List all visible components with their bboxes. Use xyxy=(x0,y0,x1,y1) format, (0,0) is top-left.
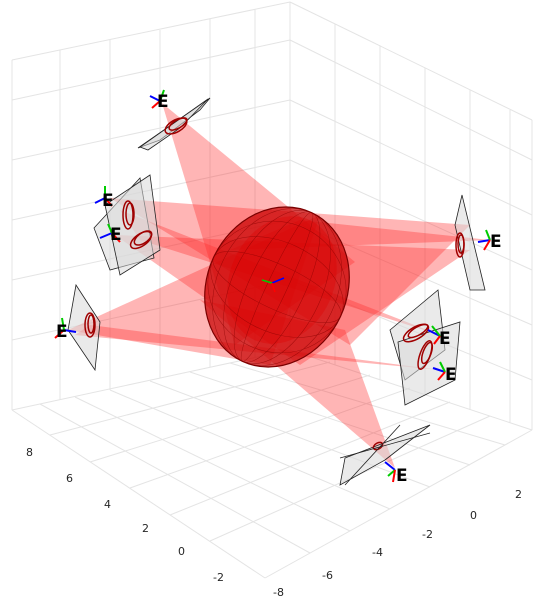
camera-label: E xyxy=(396,466,408,486)
camera-marker[interactable]: E xyxy=(149,89,169,112)
x-tick: -8 xyxy=(273,586,284,599)
x-tick: -6 xyxy=(322,569,333,582)
camera-marker[interactable]: E xyxy=(94,186,114,211)
image-plane-right-lower-2 xyxy=(397,321,461,406)
y-tick: 2 xyxy=(142,522,149,535)
camera-label: E xyxy=(56,322,68,342)
camera-marker[interactable]: E xyxy=(54,317,77,342)
x-tick: 2 xyxy=(515,488,522,501)
y-tick: -2 xyxy=(213,571,224,584)
camera-label: E xyxy=(102,191,114,211)
camera-marker[interactable]: E xyxy=(477,229,502,252)
camera-marker[interactable]: E xyxy=(99,223,122,245)
y-tick: 0 xyxy=(178,545,185,558)
camera-label: E xyxy=(439,329,451,349)
bottom-camera-lines xyxy=(339,424,431,486)
x-tick: 0 xyxy=(470,509,477,522)
y-axis-ticks: 8 6 4 2 0 -2 xyxy=(26,446,224,584)
image-planes xyxy=(67,97,486,486)
camera-marker[interactable]: E xyxy=(427,325,451,349)
x-tick: -2 xyxy=(422,528,433,541)
camera-label: E xyxy=(157,92,169,112)
y-tick: 8 xyxy=(26,446,33,459)
camera-label: E xyxy=(490,232,502,252)
image-plane-left-lower xyxy=(67,283,101,372)
camera-marker[interactable]: E xyxy=(432,361,457,385)
central-ellipsoid xyxy=(204,206,350,368)
image-plane-right xyxy=(454,194,486,291)
camera-marker[interactable]: E xyxy=(384,461,408,486)
projected-ellipses xyxy=(84,117,465,451)
x-axis-ticks: -8 -6 -4 -2 0 2 xyxy=(273,488,522,599)
y-tick: 6 xyxy=(66,472,73,485)
image-plane-bottom xyxy=(339,424,431,486)
camera-label: E xyxy=(110,225,122,245)
origin-axes xyxy=(261,277,285,293)
y-tick: 4 xyxy=(104,498,111,511)
camera-label: E xyxy=(445,365,457,385)
x-tick: -4 xyxy=(372,546,383,559)
camera-markers: E E E E E xyxy=(54,89,502,486)
image-plane-left-upper-b xyxy=(104,174,161,276)
